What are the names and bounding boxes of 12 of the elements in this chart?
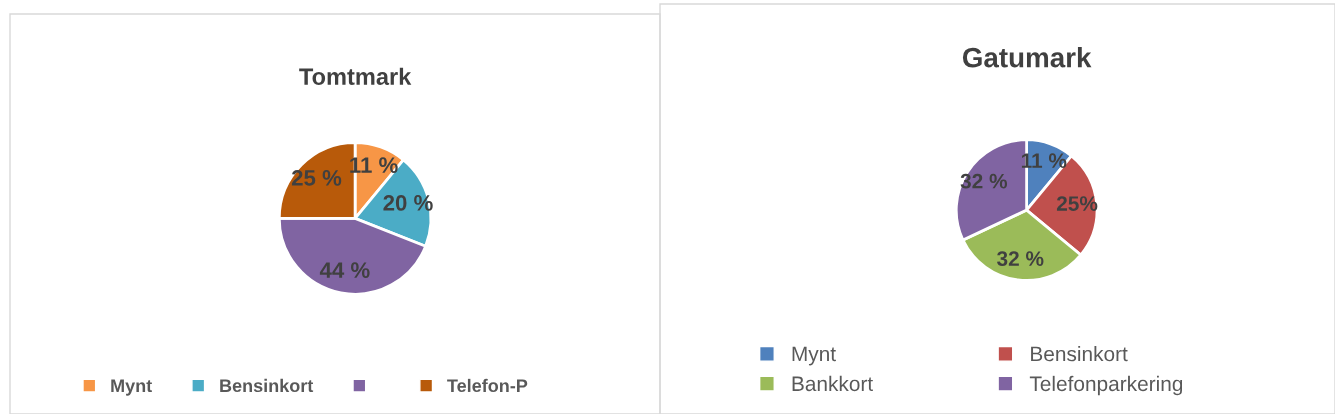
data-label: 44 % — [319, 262, 370, 278]
legend-label: Bensinkort — [220, 378, 314, 393]
data-label: 32 % — [997, 251, 1044, 266]
legend-label: Mynt — [792, 346, 836, 366]
data-label: 25 % — [291, 170, 342, 186]
legend-label: Telefonparkering — [1029, 375, 1183, 396]
legend-label: Telefon-P — [447, 378, 528, 393]
legend-label: Bankkort — [792, 375, 873, 392]
chart-title: Gatumark — [962, 47, 1092, 68]
legend-label: Bensinkort — [1031, 345, 1128, 362]
chart-title: Tomtmark — [299, 67, 412, 85]
legend-label: Mynt — [111, 379, 152, 396]
